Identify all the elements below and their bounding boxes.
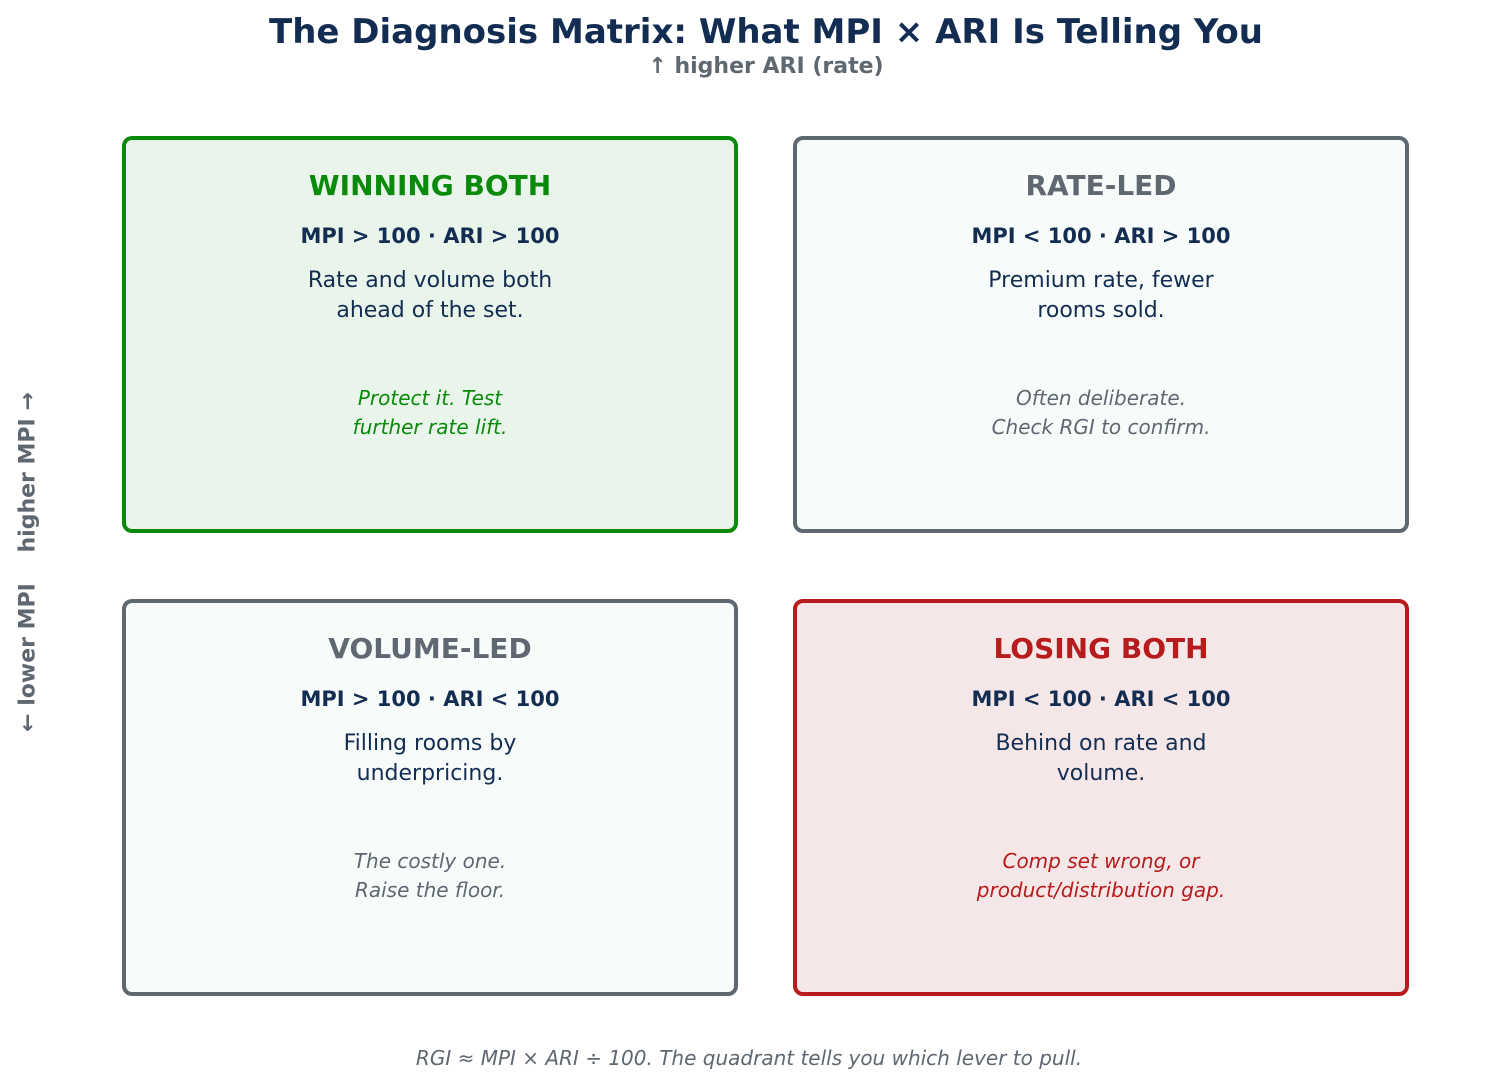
quadrant-note: Often deliberate. Check RGI to confirm. xyxy=(941,384,1261,442)
axis-label-ari: ↑ higher ARI (rate) xyxy=(648,54,884,79)
quadrant-description: Behind on rate and volume. xyxy=(951,729,1251,789)
quadrant-winning-both: WINNING BOTH MPI > 100 · ARI > 100 Rate … xyxy=(122,136,738,533)
quadrant-description: Rate and volume both ahead of the set. xyxy=(280,266,580,326)
quadrant-title: RATE-LED xyxy=(1025,169,1177,202)
quadrant-losing-both: LOSING BOTH MPI < 100 · ARI < 100 Behind… xyxy=(793,599,1409,996)
note-line: Raise the floor. xyxy=(354,878,506,902)
quadrant-title: VOLUME-LED xyxy=(328,632,532,665)
description-line: Premium rate, fewer xyxy=(988,268,1214,293)
diagram-title: The Diagnosis Matrix: What MPI × ARI Is … xyxy=(269,12,1263,52)
note-line: product/distribution gap. xyxy=(976,878,1226,902)
quadrant-description: Filling rooms by underpricing. xyxy=(280,729,580,789)
quadrant-rate-led: RATE-LED MPI < 100 · ARI > 100 Premium r… xyxy=(793,136,1409,533)
quadrant-condition: MPI < 100 · ARI > 100 xyxy=(971,224,1231,248)
quadrant-note: Comp set wrong, or product/distribution … xyxy=(941,847,1261,905)
description-line: Rate and volume both xyxy=(307,268,553,293)
description-line: ahead of the set. xyxy=(336,298,524,323)
quadrant-description: Premium rate, fewer rooms sold. xyxy=(951,266,1251,326)
quadrant-note: Protect it. Test further rate lift. xyxy=(270,384,590,442)
description-line: Filling rooms by xyxy=(343,731,517,756)
quadrant-note: The costly one. Raise the floor. xyxy=(270,847,590,905)
quadrant-condition: MPI > 100 · ARI < 100 xyxy=(300,687,560,711)
quadrant-volume-led: VOLUME-LED MPI > 100 · ARI < 100 Filling… xyxy=(122,599,738,996)
description-line: rooms sold. xyxy=(1037,298,1165,323)
axis-label-mpi: ← lower MPI higher MPI → xyxy=(15,392,41,732)
note-line: Comp set wrong, or xyxy=(1002,849,1200,873)
description-line: Behind on rate and xyxy=(995,731,1207,756)
footer-note: RGI ≈ MPI × ARI ÷ 100. The quadrant tell… xyxy=(415,1046,1083,1070)
quadrant-title: LOSING BOTH xyxy=(993,632,1209,665)
description-line: underpricing. xyxy=(356,761,504,786)
quadrant-title: WINNING BOTH xyxy=(308,169,552,202)
note-line: The costly one. xyxy=(353,849,507,873)
note-line: further rate lift. xyxy=(352,415,508,439)
note-line: Check RGI to confirm. xyxy=(991,415,1211,439)
description-line: volume. xyxy=(1056,761,1146,786)
note-line: Protect it. Test xyxy=(357,386,503,410)
quadrant-condition: MPI < 100 · ARI < 100 xyxy=(971,687,1231,711)
quadrant-condition: MPI > 100 · ARI > 100 xyxy=(300,224,560,248)
note-line: Often deliberate. xyxy=(1015,386,1187,410)
